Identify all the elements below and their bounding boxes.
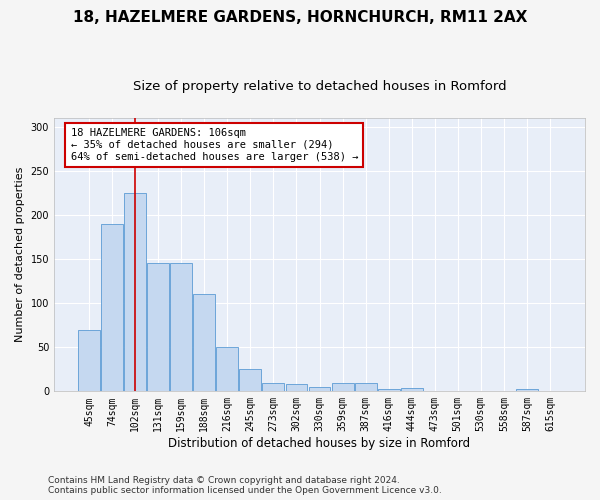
- Bar: [401, 388, 422, 392]
- Bar: [377, 388, 400, 392]
- Bar: [101, 224, 123, 392]
- Bar: [239, 370, 262, 392]
- Bar: [355, 384, 377, 392]
- Bar: [516, 388, 538, 392]
- Bar: [193, 294, 215, 392]
- Title: Size of property relative to detached houses in Romford: Size of property relative to detached ho…: [133, 80, 506, 93]
- Text: Contains HM Land Registry data © Crown copyright and database right 2024.
Contai: Contains HM Land Registry data © Crown c…: [48, 476, 442, 495]
- Text: 18 HAZELMERE GARDENS: 106sqm
← 35% of detached houses are smaller (294)
64% of s: 18 HAZELMERE GARDENS: 106sqm ← 35% of de…: [71, 128, 358, 162]
- Bar: [124, 193, 146, 392]
- Bar: [147, 264, 169, 392]
- Bar: [217, 347, 238, 392]
- Y-axis label: Number of detached properties: Number of detached properties: [15, 167, 25, 342]
- Text: 18, HAZELMERE GARDENS, HORNCHURCH, RM11 2AX: 18, HAZELMERE GARDENS, HORNCHURCH, RM11 …: [73, 10, 527, 25]
- Bar: [262, 382, 284, 392]
- X-axis label: Distribution of detached houses by size in Romford: Distribution of detached houses by size …: [169, 437, 470, 450]
- Bar: [308, 387, 331, 392]
- Bar: [170, 264, 192, 392]
- Bar: [78, 330, 100, 392]
- Bar: [332, 382, 353, 392]
- Bar: [286, 384, 307, 392]
